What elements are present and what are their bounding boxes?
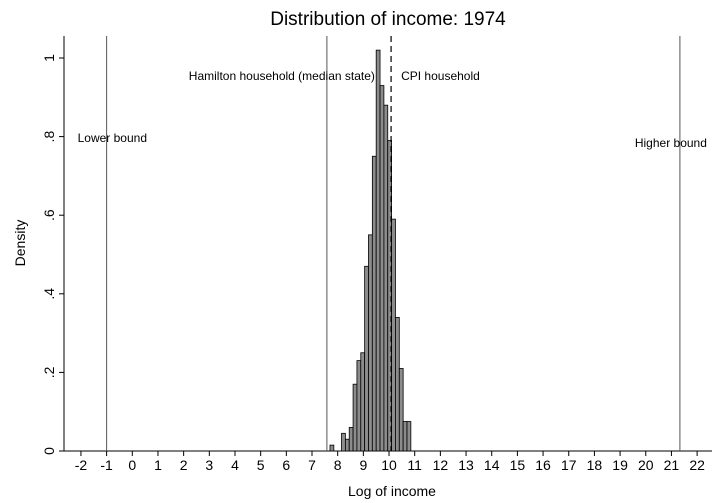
x-tick-label: 7: [308, 457, 316, 473]
x-tick-label: 22: [689, 457, 705, 473]
x-tick-label: 0: [128, 457, 136, 473]
bar: [356, 360, 362, 452]
bar: [406, 421, 412, 452]
x-tick-label: 14: [484, 457, 500, 473]
bar: [402, 421, 408, 452]
x-tick-label: 15: [510, 457, 526, 473]
bar: [341, 432, 346, 452]
bar: [360, 352, 366, 452]
x-tick-label: 12: [433, 457, 449, 473]
annotation: CPI household: [401, 69, 480, 83]
bar: [391, 218, 396, 452]
x-tick-label: 19: [612, 457, 628, 473]
x-tick-label: 11: [407, 457, 422, 473]
x-tick-label: 18: [587, 457, 603, 473]
x-tick-label: 2: [180, 457, 188, 473]
x-tick-label: -2: [75, 457, 88, 473]
bar: [395, 316, 400, 452]
x-tick-label: -1: [100, 457, 113, 473]
y-axis-label: Density: [12, 220, 28, 267]
y-tick-label: 0: [41, 447, 57, 455]
x-tick-label: 16: [535, 457, 551, 473]
bar: [352, 383, 358, 452]
y-tick-label: .8: [41, 131, 57, 143]
bar: [364, 265, 369, 452]
x-tick-label: 4: [231, 457, 239, 473]
bar: [379, 85, 385, 452]
annotation: Higher bound: [635, 136, 707, 150]
x-tick-label: 17: [561, 457, 577, 473]
x-tick-label: 5: [257, 457, 265, 473]
annotation: Lower bound: [78, 131, 147, 145]
y-tick-label: .4: [41, 288, 57, 300]
y-tick-label: .2: [41, 366, 57, 378]
chart-title: Distribution of income: 1974: [270, 9, 506, 30]
x-tick-label: 1: [154, 457, 162, 473]
annotation: Hamilton household (median state): [189, 69, 375, 83]
x-axis-label: Log of income: [348, 483, 436, 499]
x-tick-label: 21: [664, 457, 680, 473]
x-tick-label: 8: [334, 457, 342, 473]
bar: [344, 438, 350, 452]
y-tick-label: 1: [41, 54, 57, 62]
bar: [398, 368, 404, 452]
x-tick-label: 13: [458, 457, 474, 473]
x-tick-label: 9: [359, 457, 367, 473]
bar: [368, 234, 373, 452]
x-tick-label: 10: [381, 457, 397, 473]
bar: [329, 444, 335, 452]
x-tick-label: 6: [282, 457, 290, 473]
bar: [383, 104, 389, 452]
bar: [375, 49, 381, 452]
y-tick-label: .6: [41, 209, 57, 221]
bar: [371, 155, 377, 452]
x-tick-label: 20: [638, 457, 654, 473]
x-tick-label: 3: [205, 457, 213, 473]
bar: [348, 427, 354, 452]
